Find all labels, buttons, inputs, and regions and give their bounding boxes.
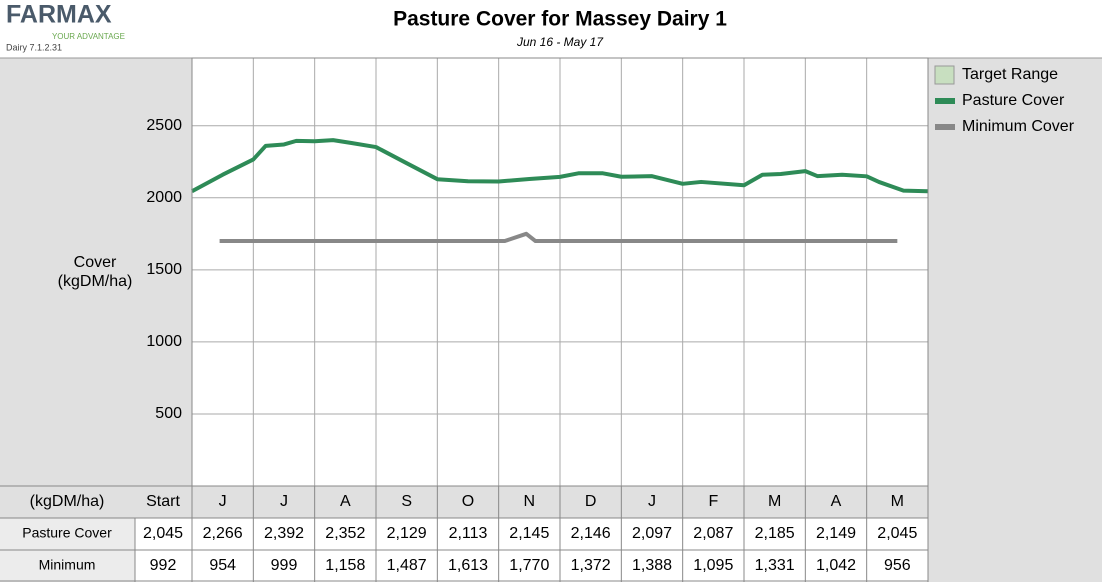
x-tick-label: J bbox=[280, 493, 288, 510]
table-cell: 2,266 bbox=[203, 525, 243, 542]
x-tick-label: D bbox=[585, 493, 597, 510]
series-line bbox=[219, 231, 898, 244]
x-tick-label: J bbox=[648, 493, 656, 510]
table-cell: 2,146 bbox=[571, 525, 611, 542]
table-cell: 1,095 bbox=[693, 557, 733, 574]
logo: FARMAX bbox=[6, 1, 112, 29]
x-tick-label: M bbox=[891, 493, 904, 510]
table-cell: 1,158 bbox=[325, 557, 365, 574]
header bbox=[0, 0, 1102, 58]
table-row-label: Pasture Cover bbox=[22, 525, 112, 541]
table-cell: 992 bbox=[150, 557, 177, 574]
table-cell: 2,129 bbox=[387, 525, 427, 542]
table-cell: 2,097 bbox=[632, 525, 672, 542]
table-cell: 956 bbox=[884, 557, 911, 574]
legend-label: Pasture Cover bbox=[962, 92, 1065, 109]
table-cell: 1,331 bbox=[755, 557, 795, 574]
table-cell: 2,149 bbox=[816, 525, 856, 542]
table-cell: 999 bbox=[271, 557, 298, 574]
x-tick-label: F bbox=[708, 493, 718, 510]
table-cell: 2,113 bbox=[449, 525, 488, 542]
table-cell: 2,185 bbox=[755, 525, 795, 542]
legend-label: Minimum Cover bbox=[962, 118, 1075, 135]
table-cell: 2,045 bbox=[143, 525, 183, 542]
legend-label: Target Range bbox=[962, 66, 1058, 83]
chart-title: Pasture Cover for Massey Dairy 1 bbox=[393, 8, 727, 31]
tagline: YOUR ADVANTAGE bbox=[52, 32, 125, 41]
table-cell: 1,770 bbox=[509, 557, 549, 574]
version: Dairy 7.1.2.31 bbox=[6, 42, 62, 52]
x-tick-label: O bbox=[462, 493, 474, 510]
table-cell: 1,388 bbox=[632, 557, 672, 574]
x-tick-label: N bbox=[524, 493, 536, 510]
x-tick-label: A bbox=[340, 493, 351, 510]
table-cell: 954 bbox=[209, 557, 236, 574]
x-tick-label: M bbox=[768, 493, 781, 510]
table-cell: 1,613 bbox=[448, 557, 488, 574]
chart-subtitle: Jun 16 - May 17 bbox=[516, 35, 604, 49]
table-cell: 1,372 bbox=[571, 557, 611, 574]
legend-swatch bbox=[934, 65, 955, 85]
y-tick-label: 1500 bbox=[146, 261, 182, 278]
x-tick-label: S bbox=[401, 493, 412, 510]
table-cell: 2,352 bbox=[325, 525, 365, 542]
table-cell: 2,392 bbox=[264, 525, 304, 542]
legend-swatch bbox=[935, 98, 955, 104]
table-cell: 1,042 bbox=[816, 557, 856, 574]
y-axis-label: Cover bbox=[74, 254, 117, 271]
legend-swatch bbox=[935, 124, 955, 130]
y-tick-label: 1000 bbox=[146, 333, 182, 350]
table-cell: 2,087 bbox=[693, 525, 733, 542]
table-cell: 2,045 bbox=[877, 525, 917, 542]
table-header-row bbox=[0, 486, 928, 518]
table-start-label: Start bbox=[146, 493, 180, 510]
y-tick-label: 500 bbox=[155, 405, 182, 422]
y-tick-label: 2000 bbox=[146, 189, 182, 206]
y-tick-label: 2500 bbox=[146, 117, 182, 134]
series-line bbox=[191, 138, 929, 194]
table-unit: (kgDM/ha) bbox=[30, 493, 105, 510]
table-cell: 2,145 bbox=[509, 525, 549, 542]
table-row-label: Minimum bbox=[39, 557, 96, 573]
table-cell: 1,487 bbox=[387, 557, 427, 574]
y-axis-label: (kgDM/ha) bbox=[58, 273, 133, 290]
x-tick-label: J bbox=[219, 493, 227, 510]
x-tick-label: A bbox=[831, 493, 842, 510]
